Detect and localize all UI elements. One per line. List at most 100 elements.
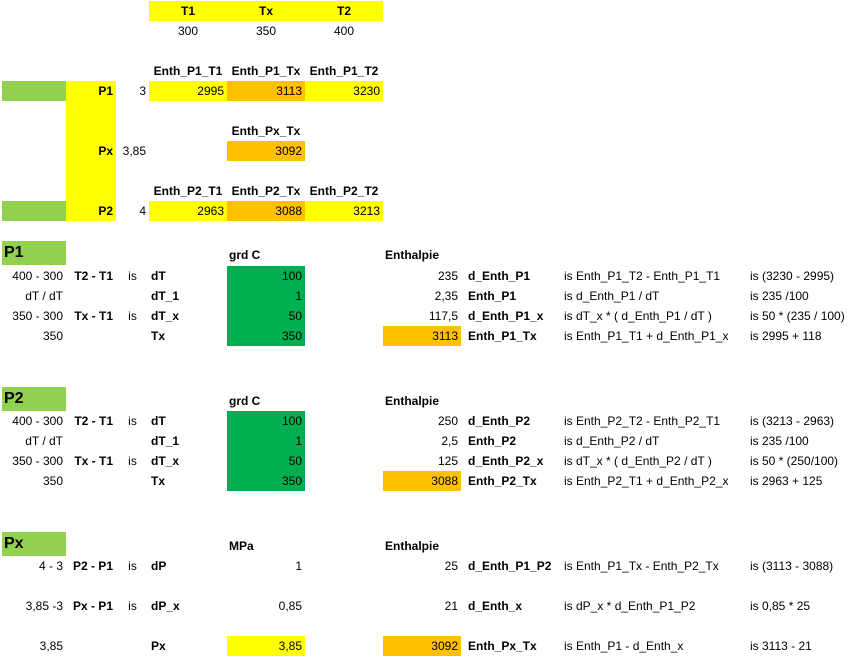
p1-row-variable[interactable]: Tx [151, 329, 166, 343]
p2-row-difference[interactable]: T2 - T1 [74, 414, 113, 428]
value-tx[interactable]: 350 [255, 24, 277, 38]
p2-row-expression[interactable]: 350 - 300 [12, 454, 63, 468]
px-row-difference[interactable] [66, 636, 116, 656]
p1-row-enthalpie[interactable]: 3113 [383, 326, 461, 346]
p1-row-variable[interactable]: dT [151, 269, 166, 283]
p1-value[interactable]: 3 [139, 84, 146, 98]
p2-row-enthalpie[interactable]: 125 [437, 454, 458, 468]
p2-row-formula[interactable]: is Enth_P2_T2 - Enth_P2_T1 [564, 414, 721, 428]
p1-row-expression[interactable]: 400 - 300 [12, 269, 63, 283]
p1-row-name[interactable]: Enth_P1_Tx [468, 329, 537, 343]
p1-row-enthalpie[interactable]: 117,5 [428, 309, 458, 323]
p1-row-difference[interactable]: Tx - T1 [74, 309, 113, 323]
cell-enth-p2-t2[interactable]: 3213 [305, 201, 383, 221]
p1-row-difference[interactable]: T2 - T1 [74, 269, 113, 283]
p1-row-value[interactable]: 50 [227, 306, 305, 326]
px-row-name[interactable]: d_Enth_x [468, 599, 523, 613]
p2-row-name[interactable]: Enth_P2_Tx [468, 474, 537, 488]
px-row-variable[interactable]: Px [151, 639, 166, 653]
px-row-name[interactable]: d_Enth_P1_P2 [468, 559, 552, 573]
px-row-formula[interactable]: is Enth_P1_Tx - Enth_P2_Tx [564, 559, 719, 573]
p2-row-enthalpie[interactable]: 2,5 [441, 434, 458, 448]
px-row-formula[interactable]: is Enth_P1 - d_Enth_x [564, 639, 684, 653]
header-enth-p1-tx[interactable]: Enth_P1_Tx [231, 64, 301, 78]
px-value[interactable]: 3,85 [122, 144, 146, 158]
p2-row-name[interactable]: Enth_P2 [468, 434, 517, 448]
p2-row-difference[interactable] [66, 471, 116, 491]
p1-row-enthalpie[interactable]: 235 [437, 269, 458, 283]
p2-row-is[interactable]: is [128, 454, 137, 468]
p1-row-formula[interactable]: is d_Enth_P1 / dT [564, 289, 660, 303]
p2-row-name[interactable]: d_Enth_P2 [468, 414, 531, 428]
p2-unit-label[interactable]: grd C [229, 394, 261, 408]
px-row-is[interactable] [116, 636, 149, 656]
p2-row-expression[interactable]: 400 - 300 [12, 414, 63, 428]
header-tx[interactable]: Tx [227, 1, 305, 21]
p1-row-calculation[interactable]: is 50 * (235 / 100) [750, 309, 845, 323]
cell-enth-p1-t1[interactable]: 2995 [149, 81, 227, 101]
p1-row-formula[interactable]: is Enth_P1_T1 + d_Enth_P1_x [564, 329, 729, 343]
header-t1[interactable]: T1 [149, 1, 227, 21]
p1-row-formula[interactable]: is dT_x * ( d_Enth_P1 / dT ) [564, 309, 712, 323]
p1-row-is[interactable]: is [128, 269, 137, 283]
cell-enth-p1-tx[interactable]: 3113 [227, 81, 305, 101]
p2-row-is[interactable] [116, 431, 149, 451]
p1-enthalpie-label[interactable]: Enthalpie [385, 248, 440, 262]
px-row-expression[interactable]: 3,85 -3 [25, 599, 63, 613]
p2-row-value[interactable]: 50 [227, 451, 305, 471]
p2-marker-cell[interactable] [2, 201, 66, 221]
p2-row-calculation[interactable]: is 2963 + 125 [750, 474, 823, 488]
p2-row-name[interactable]: d_Enth_P2_x [468, 454, 544, 468]
px-row-difference[interactable]: P2 - P1 [72, 559, 113, 573]
cell-enth-p1-t2[interactable]: 3230 [305, 81, 383, 101]
p1-row-is[interactable] [116, 326, 149, 346]
header-enth-p2-tx[interactable]: Enth_P2_Tx [231, 184, 301, 198]
px-row-expression[interactable]: 3,85 [39, 639, 63, 653]
header-enth-p2-t2[interactable]: Enth_P2_T2 [309, 184, 379, 198]
px-row-value[interactable]: 0,85 [278, 599, 302, 613]
p2-row-calculation[interactable]: is 235 /100 [750, 434, 809, 448]
p2-row-calculation[interactable]: is (3213 - 2963) [750, 414, 835, 428]
p2-row-calculation[interactable]: is 50 * (250/100) [750, 454, 839, 468]
p2-row-formula[interactable]: is Enth_P2_T1 + d_Enth_P2_x [564, 474, 729, 488]
px-row-difference[interactable]: Px - P1 [72, 599, 113, 613]
px-row-expression[interactable]: 4 - 3 [38, 559, 63, 573]
px-enthalpie-label[interactable]: Enthalpie [385, 539, 440, 553]
header-enth-p1-t1[interactable]: Enth_P1_T1 [153, 64, 223, 78]
p2-row-variable[interactable]: Tx [151, 474, 166, 488]
px-row-is[interactable]: is [128, 599, 137, 613]
px-row-value[interactable]: 3,85 [227, 636, 305, 656]
p1-label[interactable]: P1 [98, 84, 113, 98]
px-row-name[interactable]: Enth_Px_Tx [468, 639, 537, 653]
px-row-variable[interactable]: dP_x [151, 599, 180, 613]
px-row-value[interactable]: 1 [295, 559, 302, 573]
p1-unit-label[interactable]: grd C [229, 248, 261, 262]
px-row-enthalpie[interactable]: 25 [444, 559, 458, 573]
p-label-column[interactable] [66, 81, 116, 221]
px-section-title[interactable]: Px [2, 532, 66, 556]
p1-row-name[interactable]: d_Enth_P1 [468, 269, 531, 283]
header-enth-p1-t2[interactable]: Enth_P1_T2 [309, 64, 379, 78]
p1-row-expression[interactable]: 350 - 300 [12, 309, 63, 323]
p1-section-title[interactable]: P1 [2, 241, 66, 265]
p2-row-is[interactable] [116, 471, 149, 491]
p1-row-expression[interactable]: 350 [42, 329, 63, 343]
p1-row-expression[interactable]: dT / dT [25, 289, 63, 303]
px-row-is[interactable]: is [128, 559, 137, 573]
p2-value[interactable]: 4 [139, 204, 146, 218]
p1-row-name[interactable]: Enth_P1 [468, 289, 517, 303]
cell-enth-p2-tx[interactable]: 3088 [227, 201, 305, 221]
px-row-variable[interactable]: dP [151, 559, 167, 573]
p1-row-variable[interactable]: dT_x [151, 309, 180, 323]
p2-row-formula[interactable]: is dT_x * ( d_Enth_P2 / dT ) [564, 454, 712, 468]
p1-row-value[interactable]: 350 [227, 326, 305, 346]
p1-row-difference[interactable] [66, 326, 116, 346]
p2-row-difference[interactable]: Tx - T1 [74, 454, 113, 468]
p1-row-difference[interactable] [66, 286, 116, 306]
p1-row-enthalpie[interactable]: 2,35 [434, 289, 458, 303]
p2-row-value[interactable]: 100 [227, 411, 305, 431]
p2-enthalpie-label[interactable]: Enthalpie [385, 394, 440, 408]
p2-row-enthalpie[interactable]: 3088 [383, 471, 461, 491]
p1-row-calculation[interactable]: is (3230 - 2995) [750, 269, 835, 283]
px-row-enthalpie[interactable]: 3092 [383, 636, 461, 656]
